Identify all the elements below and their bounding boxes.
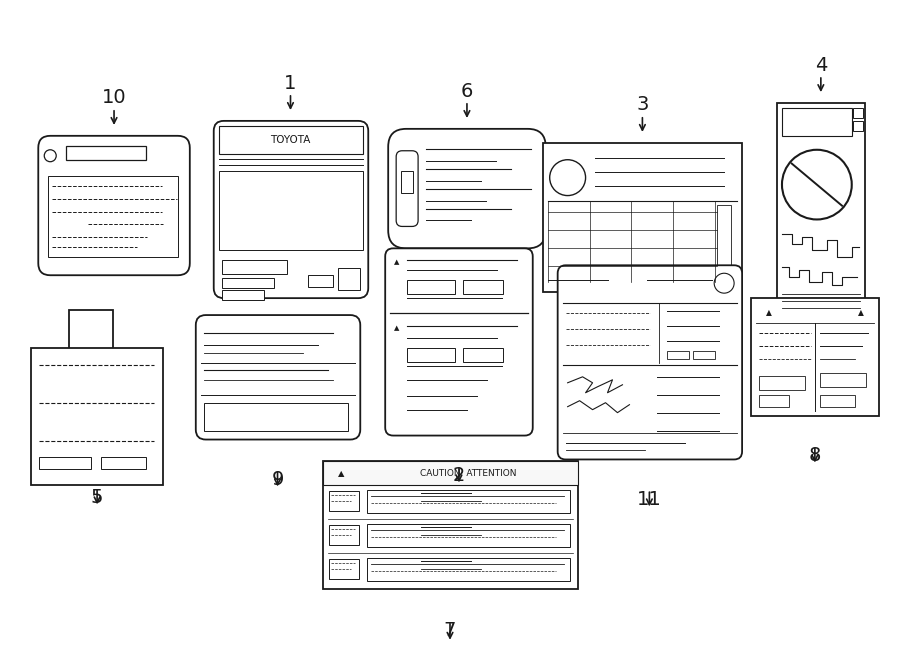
Bar — [32, 348, 163, 485]
Bar — [777, 103, 865, 320]
Text: ▲: ▲ — [858, 307, 864, 317]
Text: 5: 5 — [91, 488, 104, 507]
Bar — [463, 280, 503, 294]
Bar — [407, 280, 455, 294]
Text: 3: 3 — [636, 95, 649, 114]
Text: 7: 7 — [444, 621, 456, 641]
Bar — [407, 348, 455, 362]
Text: 6: 6 — [461, 81, 473, 100]
FancyBboxPatch shape — [196, 315, 360, 440]
Text: 2: 2 — [453, 466, 465, 485]
Bar — [323, 461, 578, 589]
Text: 1: 1 — [284, 73, 297, 93]
Text: ▲: ▲ — [766, 307, 772, 317]
Text: ▲: ▲ — [338, 469, 345, 478]
Bar — [219, 126, 364, 154]
Bar — [752, 298, 878, 416]
Bar — [329, 525, 359, 545]
Text: ▲: ▲ — [394, 259, 400, 265]
Bar — [782, 108, 851, 136]
Text: 4: 4 — [814, 56, 827, 75]
Bar — [759, 395, 789, 407]
Bar — [367, 558, 570, 581]
Bar — [667, 351, 689, 359]
Text: CAUTION  ATTENTION: CAUTION ATTENTION — [419, 469, 517, 478]
Text: 9: 9 — [271, 470, 284, 489]
FancyBboxPatch shape — [39, 136, 190, 275]
Bar — [693, 351, 716, 359]
Bar — [101, 457, 146, 469]
Bar — [820, 395, 855, 407]
FancyBboxPatch shape — [385, 249, 533, 436]
FancyBboxPatch shape — [388, 129, 545, 249]
Bar — [203, 403, 348, 430]
Bar — [221, 278, 274, 288]
Bar — [219, 171, 364, 251]
Bar — [323, 461, 578, 485]
Bar — [221, 260, 286, 274]
Bar — [329, 491, 359, 511]
Bar — [717, 204, 731, 270]
Bar — [853, 121, 863, 131]
Bar — [367, 490, 570, 513]
Bar — [853, 108, 863, 118]
FancyBboxPatch shape — [396, 151, 418, 227]
Bar — [329, 559, 359, 579]
Text: TOYOTA: TOYOTA — [270, 135, 310, 145]
Text: 10: 10 — [102, 89, 126, 108]
Bar — [221, 290, 264, 300]
Bar — [367, 524, 570, 547]
FancyBboxPatch shape — [558, 265, 742, 459]
Bar — [69, 310, 113, 350]
Text: 8: 8 — [809, 446, 821, 465]
Bar — [463, 348, 503, 362]
Bar — [309, 275, 333, 287]
Bar — [759, 376, 805, 390]
Bar — [49, 176, 178, 257]
Bar — [40, 457, 91, 469]
Bar — [543, 143, 742, 292]
Text: 11: 11 — [637, 490, 662, 509]
Bar — [820, 373, 866, 387]
Bar — [338, 268, 360, 290]
Bar — [401, 171, 413, 192]
Bar — [67, 146, 146, 160]
Text: ▲: ▲ — [394, 325, 400, 331]
FancyBboxPatch shape — [213, 121, 368, 298]
